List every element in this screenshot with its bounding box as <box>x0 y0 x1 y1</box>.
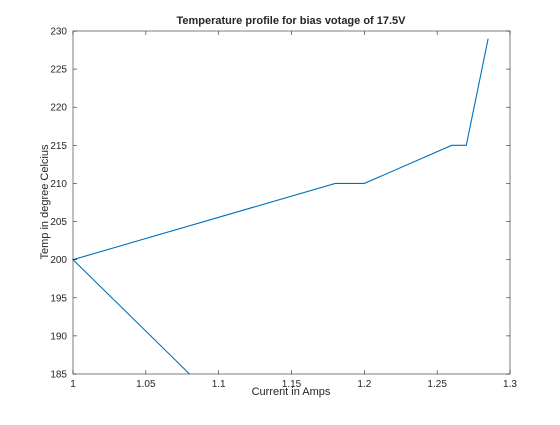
x-axis: 1 1.05 1.1 1.15 1.2 1.25 1.3 <box>70 31 517 390</box>
x-tick-label-4: 1.2 <box>357 379 371 390</box>
y-axis-label: Temp in degree Celcius <box>39 144 51 259</box>
y-tick-label-3: 200 <box>50 255 67 266</box>
y-tick-label-2: 195 <box>50 293 67 304</box>
y-tick-label-4: 205 <box>50 217 67 228</box>
chart-title: Temperature profile for bias votage of 1… <box>176 15 406 27</box>
y-tick-label-1: 190 <box>50 331 67 342</box>
x-tick-label-0: 1 <box>70 379 76 390</box>
x-tick-label-3: 1.15 <box>282 379 302 390</box>
x-tick-label-2: 1.1 <box>212 379 226 390</box>
y-tick-label-7: 220 <box>50 103 67 114</box>
plot-area <box>73 31 510 374</box>
y-tick-label-9: 230 <box>50 27 67 38</box>
y-tick-label-5: 210 <box>50 179 67 190</box>
y-axis: 185 190 195 200 205 210 215 220 225 230 <box>50 27 510 381</box>
y-tick-label-8: 225 <box>50 65 67 76</box>
y-tick-label-0: 185 <box>50 370 67 381</box>
y-tick-label-6: 215 <box>50 141 67 152</box>
x-tick-label-6: 1.3 <box>503 379 517 390</box>
x-axis-label: Current in Amps <box>252 386 331 398</box>
x-tick-label-1: 1.05 <box>136 379 156 390</box>
x-tick-label-5: 1.25 <box>427 379 447 390</box>
